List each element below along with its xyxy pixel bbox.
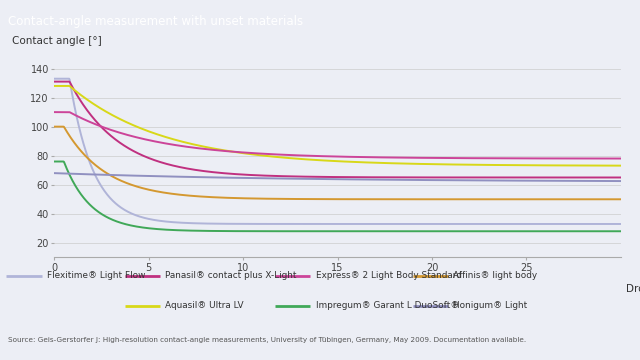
Text: Affinis® light body: Affinis® light body: [453, 271, 537, 280]
Text: Contact angle [°]: Contact angle [°]: [12, 36, 102, 46]
Text: Flexitime® Light Flow: Flexitime® Light Flow: [47, 271, 145, 280]
Text: Impregum® Garant L DuoSoft®: Impregum® Garant L DuoSoft®: [316, 302, 459, 310]
Text: Express® 2 Light Body Standard: Express® 2 Light Body Standard: [316, 271, 461, 280]
Text: Drop ages [s]: Drop ages [s]: [627, 284, 640, 294]
Text: Source: Geis-Gerstorfer J: High-resolution contact-angle measurements, Universit: Source: Geis-Gerstorfer J: High-resoluti…: [8, 337, 526, 343]
Text: Aquasil® Ultra LV: Aquasil® Ultra LV: [165, 302, 244, 310]
Text: Honigum® Light: Honigum® Light: [453, 302, 527, 310]
Text: Panasil® contact plus X-Light: Panasil® contact plus X-Light: [165, 271, 296, 280]
Text: Contact-angle measurement with unset materials: Contact-angle measurement with unset mat…: [8, 15, 303, 28]
